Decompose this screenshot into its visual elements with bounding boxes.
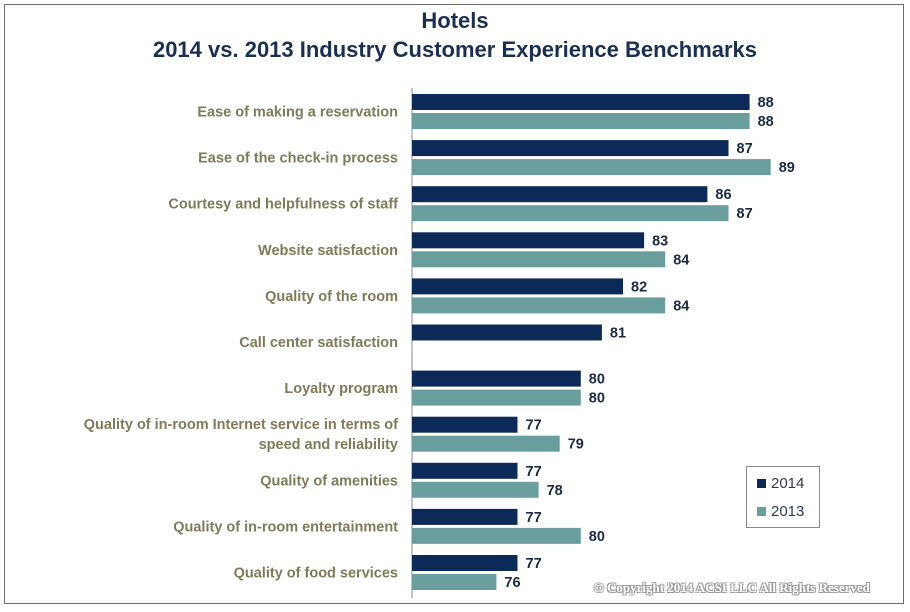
bar-2014	[412, 555, 518, 571]
bar-2013	[412, 481, 539, 498]
data-label-2014: 77	[526, 556, 542, 572]
bar-2013	[412, 159, 771, 176]
bar-2013	[412, 297, 666, 314]
data-label-2014: 88	[758, 95, 774, 111]
bar-2014	[412, 140, 729, 157]
data-label-2013: 84	[673, 252, 689, 268]
legend: 2014 2013	[746, 466, 820, 528]
data-label-2014: 77	[526, 464, 542, 480]
bar-2014	[412, 94, 750, 110]
legend-swatch-2013	[757, 507, 766, 516]
category-label: Call center satisfaction	[239, 335, 398, 351]
bar-2013	[412, 205, 729, 222]
category-label: Quality of the room	[265, 289, 398, 305]
data-label-2014: 81	[610, 326, 626, 342]
data-label-2014: 83	[652, 233, 668, 249]
bar-2013	[412, 251, 666, 268]
bar-2014	[412, 462, 518, 479]
data-label-2013: 80	[589, 391, 605, 407]
chart-subtitle: 2014 vs. 2013 Industry Customer Experien…	[152, 37, 758, 62]
legend-label-2014: 2014	[771, 475, 805, 492]
category-label: Quality of amenities	[260, 473, 398, 489]
category-label: speed and reliability	[259, 437, 398, 453]
bar-2014	[412, 278, 623, 295]
category-label: Ease of making a reservation	[197, 105, 398, 121]
data-label-2014: 80	[589, 372, 605, 388]
bar-2013	[412, 113, 750, 129]
chart-title: Hotels	[421, 8, 489, 33]
bar-2013	[412, 435, 560, 452]
data-label-2013: 76	[504, 575, 520, 591]
bar-2014	[412, 186, 708, 203]
bar-2014	[412, 370, 581, 387]
data-label-2014: 82	[631, 279, 647, 295]
category-label: Website satisfaction	[258, 243, 398, 259]
bar-2014	[412, 324, 602, 341]
category-label: Quality of in-room Internet service in t…	[84, 417, 398, 433]
bar-2013	[412, 527, 581, 544]
category-label: Quality of food services	[234, 566, 398, 582]
data-label-2014: 77	[526, 510, 542, 526]
data-label-2013: 87	[737, 206, 753, 222]
legend-item-2013: 2013	[757, 503, 804, 520]
category-label: Loyalty program	[284, 381, 398, 397]
category-label: Quality of in-room entertainment	[173, 519, 398, 535]
bar-2014	[412, 416, 518, 433]
legend-swatch-2014	[757, 479, 766, 488]
legend-label-2013: 2013	[771, 503, 805, 520]
bar-2014	[412, 508, 518, 525]
data-label-2013: 78	[547, 483, 563, 499]
data-label-2013: 84	[673, 298, 689, 314]
bar-2014	[412, 232, 645, 249]
data-label-2013: 88	[758, 114, 774, 130]
copyright-watermark: © Copyright 2014 ACSI LLC All Rights Res…	[594, 580, 870, 595]
data-label-2014: 77	[526, 418, 542, 434]
data-label-2014: 87	[737, 141, 753, 157]
bar-2013	[412, 389, 581, 406]
bar-2013	[412, 574, 497, 590]
data-label-2013: 80	[589, 529, 605, 545]
data-label-2013: 89	[779, 160, 795, 176]
legend-item-2014: 2014	[757, 475, 804, 492]
category-label: Ease of the check-in process	[198, 151, 398, 167]
category-label: Courtesy and helpfulness of staff	[168, 197, 398, 213]
data-label-2014: 86	[715, 187, 731, 203]
data-label-2013: 79	[568, 437, 584, 453]
